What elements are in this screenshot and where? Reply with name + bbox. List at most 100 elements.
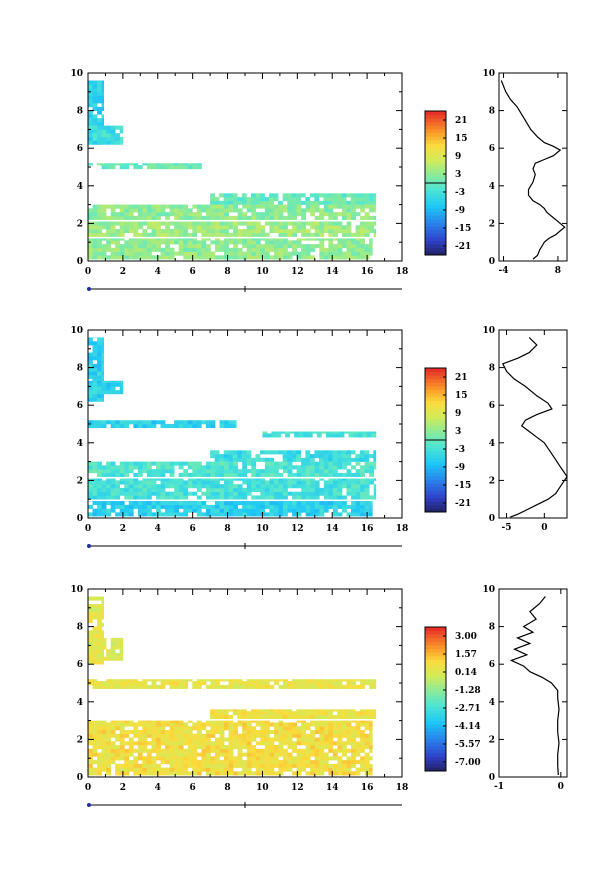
heat-cell [305,748,311,753]
colorbar-tick-label: -3 [455,445,465,455]
heat-cell [115,472,121,477]
heat-cell [255,733,261,738]
heat-cell [97,251,102,256]
heat-cell [115,469,121,474]
heat-cell [301,229,307,234]
heat-cell [237,748,243,753]
heat-cell [264,480,270,485]
heat-cell [283,255,288,260]
heat-cell [364,726,370,731]
colorbar-segment [425,476,446,480]
heat-cell [192,229,198,234]
heat-cell [314,465,320,470]
heat-cell [115,684,121,689]
heat-cell [310,247,316,252]
heat-cell [292,208,297,213]
heat-cell [310,733,316,738]
heat-cell [92,255,98,260]
heat-cell [174,748,180,753]
heat-cell [341,733,347,738]
heat-cell [310,225,316,230]
heat-cell [264,720,270,723]
heat-cell [292,215,297,220]
heat-cell [314,681,320,686]
heat-cell [237,469,243,474]
heat-cell [119,767,125,772]
heat-cell [323,484,329,489]
heat-cell [183,163,189,166]
heat-cell [115,380,121,383]
heat-cell [106,495,111,500]
heat-cell [169,681,175,686]
heat-cell [92,244,98,249]
heat-cell [278,745,284,750]
heat-cell [151,247,157,252]
heat-cell [214,491,220,496]
heat-cell [269,450,274,455]
heat-cell [160,461,166,466]
heat-cell [309,714,315,720]
profile-y-tick-label: 10 [482,326,495,336]
heat-cell [260,711,265,716]
heat-cell [192,420,198,425]
heat-cell [119,125,124,130]
heat-cell [146,771,152,776]
heat-cell [351,733,356,738]
heat-cell [224,472,229,477]
heat-cell [187,752,193,757]
heat-cell [183,504,189,509]
heat-cell [205,221,211,226]
heat-cell [88,110,93,115]
heat-cell [183,501,189,506]
heat-cell [97,420,102,425]
heat-cell [285,431,290,434]
heat-cell [224,767,229,772]
heat-cell [283,484,288,489]
heat-cell [364,737,370,742]
heat-cell [278,225,284,230]
x-tick-label: 12 [291,783,304,793]
heat-cell [137,487,143,492]
heat-cell [296,504,302,509]
heat-cell [278,240,284,245]
heat-cell [328,730,334,735]
heat-cell [142,504,148,509]
colorbar-segment [425,479,446,484]
heat-cell [305,763,311,768]
heat-cell [183,255,189,260]
heat-cell [310,681,316,686]
heat-cell [106,133,111,138]
heat-cell [269,484,275,489]
heat-cell [251,748,257,753]
heat-cell [246,504,252,509]
heat-cell [97,656,102,661]
heat-cell [351,508,356,513]
heat-cell [355,745,361,750]
heat-cell [237,491,243,496]
heat-cell [169,722,175,727]
heat-cell [224,512,229,517]
heat-cell [360,478,365,481]
heat-cell [210,733,216,738]
heat-cell [101,95,104,100]
heat-cell [351,741,356,746]
heat-cell [351,238,356,241]
heat-cell [214,457,220,462]
heat-cell [88,341,93,346]
heat-cell [305,197,311,202]
heat-cell [178,424,184,429]
heat-cell [246,244,252,249]
heat-cell [251,771,257,776]
heat-cell [305,478,311,481]
heat-cell [318,200,324,205]
heat-cell [341,752,347,757]
heat-cell [92,748,98,753]
colorbar-segment [425,673,446,678]
heat-cell [301,480,307,485]
heat-cell [174,229,180,234]
heat-cell [346,771,352,776]
heat-cell [201,679,207,682]
heat-cell [210,491,216,496]
heat-cell [296,741,302,746]
heat-cell [174,163,180,166]
